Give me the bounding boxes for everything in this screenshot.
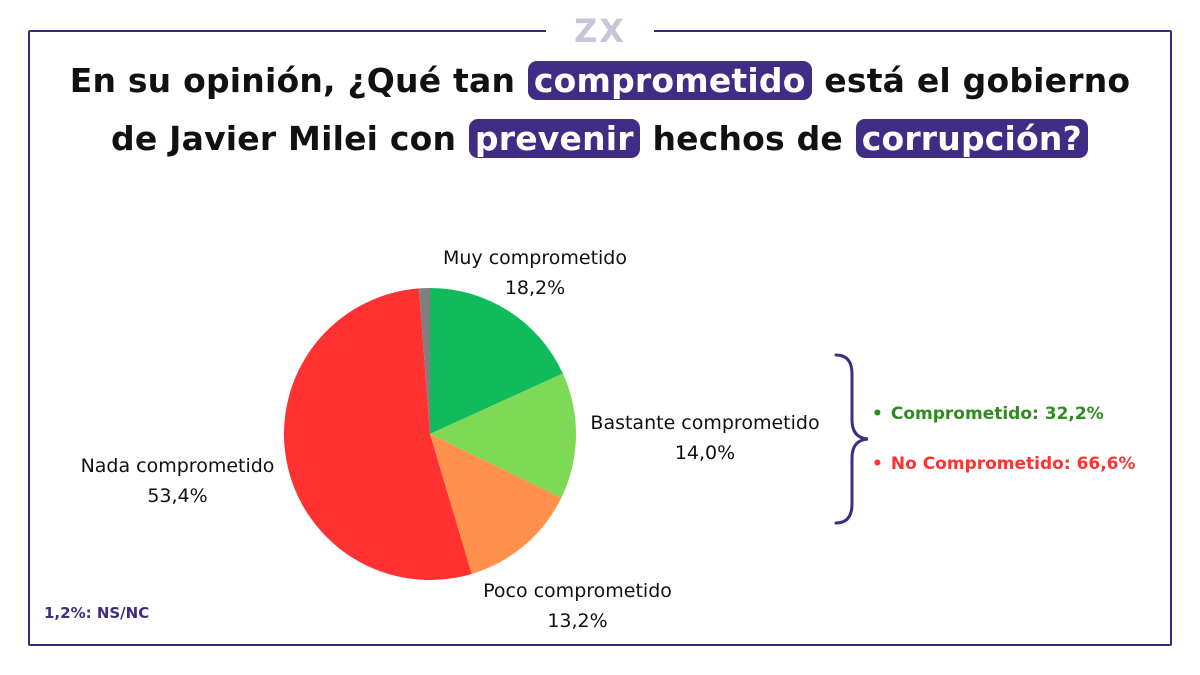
pie-chart: [283, 288, 576, 580]
slice-label-poco: Poco comprometido 13,2%: [465, 576, 690, 636]
logo-frame-gap: [546, 22, 654, 42]
slice-label-bastante-value: 14,0%: [674, 442, 736, 464]
title-highlight-comprometido: comprometido: [527, 61, 812, 100]
group-comprometido-label: Comprometido: 32,2%: [890, 404, 1104, 424]
group-comprometido: • Comprometido: 32,2%: [872, 404, 1104, 424]
nsnc-note: 1,2%: NS/NC: [44, 604, 150, 622]
slice-label-poco-name: Poco comprometido: [483, 580, 672, 602]
page-title: En su opinión, ¿Qué tan comprometido est…: [60, 52, 1140, 168]
title-text-2: está el gobierno de Javier Milei con: [111, 61, 1131, 158]
slice-label-muy: Muy comprometido 18,2%: [420, 243, 650, 303]
slice-label-muy-value: 18,2%: [504, 277, 566, 299]
slice-label-nada: Nada comprometido 53,4%: [60, 451, 295, 511]
group-no-comprometido: • No Comprometido: 66,6%: [872, 454, 1136, 474]
slice-label-nada-value: 53,4%: [147, 485, 208, 507]
pie-slice-poco-comprometido: [430, 434, 562, 574]
slice-label-bastante: Bastante comprometido 14,0%: [580, 408, 830, 468]
group-comprometido-bullet: •: [872, 404, 883, 424]
slice-label-bastante-name: Bastante comprometido: [590, 412, 820, 434]
title-highlight-prevenir: prevenir: [468, 119, 640, 158]
logo-text: ZX: [574, 14, 626, 48]
slice-label-muy-name: Muy comprometido: [443, 247, 627, 269]
title-text-3: hechos de: [640, 119, 855, 158]
pie-slice-nada-comprometido: [283, 288, 472, 580]
title-text-1: En su opinión, ¿Qué tan: [69, 61, 527, 100]
pie-slice-muy-comprometido: [430, 288, 563, 434]
slice-label-poco-value: 13,2%: [547, 610, 608, 632]
pie-slice-bastante-comprometido: [430, 373, 576, 498]
group-no-comprometido-label: No Comprometido: 66,6%: [890, 454, 1136, 474]
zx-logo: ZX: [574, 14, 626, 48]
pie-slice-ns-nc: [419, 288, 430, 434]
group-no-comprometido-bullet: •: [872, 454, 883, 474]
group-brace: [834, 353, 869, 525]
slice-label-nada-name: Nada comprometido: [80, 455, 275, 477]
title-highlight-corrupcion: corrupción?: [855, 119, 1088, 158]
